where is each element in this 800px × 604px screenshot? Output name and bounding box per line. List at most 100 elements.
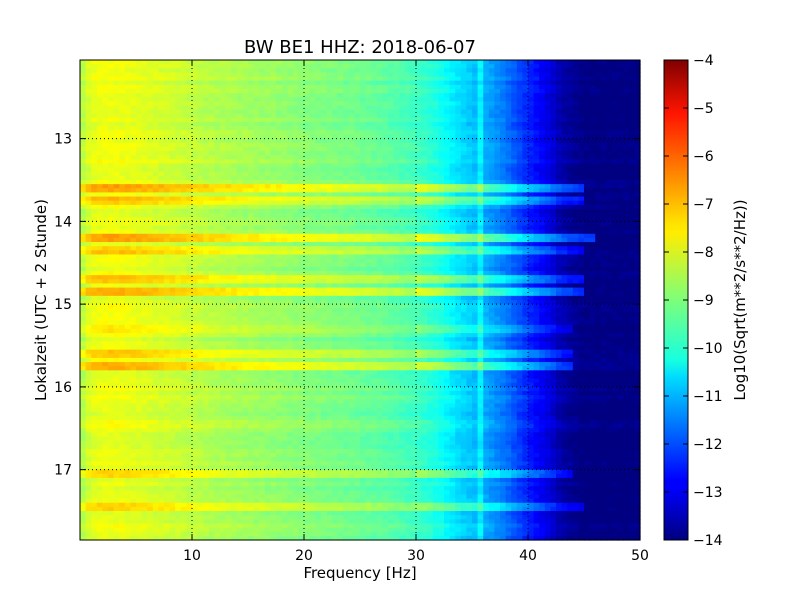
heatmap-cell: [438, 184, 445, 189]
heatmap-cell: [270, 76, 277, 82]
heatmap-cell: [533, 105, 540, 111]
heatmap-cell: [410, 64, 417, 69]
heatmap-cell: [544, 138, 551, 144]
heatmap-cell: [248, 105, 255, 111]
heatmap-cell: [214, 175, 221, 181]
heatmap-cell: [124, 93, 131, 98]
heatmap-cell: [500, 213, 507, 218]
heatmap-cell: [180, 155, 187, 160]
heatmap-cell: [147, 188, 154, 194]
heatmap-cell: [96, 200, 103, 206]
heatmap-cell: [399, 84, 406, 90]
heatmap-cell: [522, 175, 529, 181]
heatmap-cell: [550, 184, 557, 189]
heatmap-cell: [147, 184, 154, 189]
heatmap-cell: [628, 180, 635, 185]
heatmap-cell: [634, 225, 641, 231]
heatmap-cell: [550, 221, 557, 227]
heatmap-cell: [197, 80, 204, 86]
heatmap-cell: [617, 237, 624, 243]
heatmap-cell: [242, 93, 249, 98]
heatmap-cell: [550, 122, 557, 127]
heatmap-cell: [589, 93, 596, 98]
heatmap-cell: [91, 159, 98, 165]
heatmap-cell: [584, 258, 591, 264]
heatmap-cell: [304, 80, 311, 86]
heatmap-cell: [544, 101, 551, 107]
heatmap-cell: [365, 97, 372, 102]
heatmap-cell: [192, 109, 199, 115]
heatmap-cell: [208, 64, 215, 69]
heatmap-cell: [589, 88, 596, 94]
heatmap-cell: [108, 138, 115, 144]
heatmap-cell: [225, 113, 232, 119]
heatmap-cell: [270, 213, 277, 218]
heatmap-cell: [354, 117, 361, 123]
heatmap-cell: [472, 117, 479, 123]
heatmap-cell: [550, 196, 557, 202]
heatmap-cell: [80, 142, 87, 148]
heatmap-cell: [455, 229, 462, 235]
heatmap-cell: [298, 204, 305, 210]
heatmap-cell: [102, 192, 109, 198]
heatmap-cell: [102, 167, 109, 173]
heatmap-cell: [550, 217, 557, 222]
heatmap-cell: [556, 196, 563, 202]
heatmap-cell: [197, 151, 204, 156]
heatmap-cell: [343, 60, 350, 65]
heatmap-cell: [197, 142, 204, 148]
heatmap-cell: [556, 97, 563, 102]
heatmap-cell: [332, 217, 339, 222]
heatmap-cell: [136, 171, 143, 177]
heatmap-cell: [455, 196, 462, 202]
heatmap-cell: [320, 221, 327, 227]
heatmap-cell: [292, 68, 299, 74]
heatmap-cell: [623, 126, 630, 131]
heatmap-cell: [119, 72, 126, 78]
heatmap-cell: [124, 117, 131, 123]
heatmap-cell: [343, 171, 350, 177]
heatmap-cell: [522, 159, 529, 165]
heatmap-cell: [80, 134, 87, 140]
heatmap-cell: [236, 175, 243, 181]
heatmap-cell: [556, 167, 563, 173]
heatmap-cell: [164, 242, 171, 247]
heatmap-cell: [561, 88, 568, 94]
heatmap-cell: [584, 109, 591, 115]
heatmap-cell: [197, 109, 204, 115]
heatmap-cell: [561, 113, 568, 119]
heatmap-cell: [136, 163, 143, 169]
heatmap-cell: [572, 200, 579, 206]
heatmap-cell: [136, 254, 143, 260]
heatmap-cell: [371, 88, 378, 94]
heatmap-cell: [91, 126, 98, 131]
heatmap-cell: [533, 171, 540, 177]
heatmap-cell: [628, 101, 635, 107]
heatmap-cell: [175, 146, 182, 152]
heatmap-cell: [421, 126, 428, 131]
heatmap-cell: [136, 68, 143, 74]
heatmap-cell: [444, 64, 451, 69]
heatmap-cell: [584, 180, 591, 185]
heatmap-cell: [113, 155, 120, 160]
heatmap-cell: [270, 163, 277, 169]
heatmap-cell: [214, 142, 221, 148]
heatmap-cell: [354, 233, 361, 239]
heatmap-cell: [393, 192, 400, 198]
heatmap-cell: [388, 192, 395, 198]
heatmap-cell: [427, 122, 434, 127]
heatmap-cell: [158, 225, 165, 231]
heatmap-cell: [141, 163, 148, 169]
heatmap-cell: [320, 208, 327, 214]
heatmap-cell: [612, 105, 619, 111]
heatmap-cell: [399, 221, 406, 227]
heatmap-cell: [141, 146, 148, 152]
heatmap-cell: [472, 109, 479, 115]
heatmap-cell: [466, 167, 473, 173]
heatmap-cell: [85, 233, 92, 239]
heatmap-cell: [214, 221, 221, 227]
heatmap-cell: [136, 142, 143, 148]
heatmap-cell: [595, 76, 602, 82]
heatmap-cell: [544, 88, 551, 94]
heatmap-cell: [292, 117, 299, 123]
